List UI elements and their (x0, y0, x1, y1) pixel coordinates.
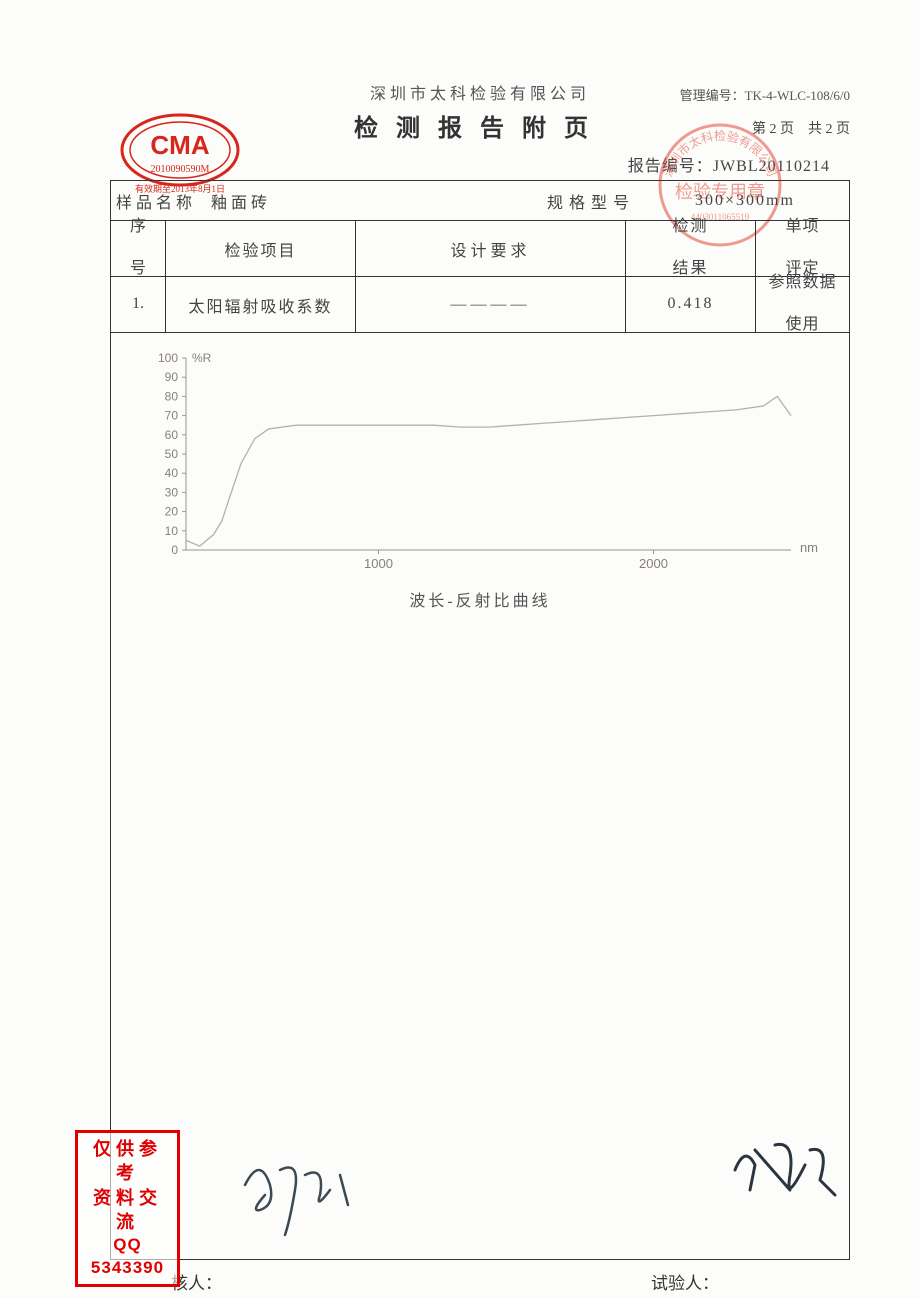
svg-text:50: 50 (165, 447, 179, 461)
cell-result: 0.418 (626, 277, 756, 332)
report-page: 深圳市太科检验有限公司 检测报告附页 管理编号：TK-4-WLC-108/6/0… (110, 80, 850, 143)
spec-model-value: 300×300mm (641, 192, 849, 210)
svg-text:0: 0 (171, 543, 178, 557)
spec-row: 样品名称 釉面砖 规格型号 300×300mm (111, 181, 849, 221)
hdr-item: 检验项目 (166, 221, 356, 276)
hdr-req: 设计要求 (356, 221, 626, 276)
svg-text:70: 70 (165, 409, 179, 423)
report-body: 样品名称 釉面砖 规格型号 300×300mm 序号 检验项目 设计要求 检测结… (110, 180, 850, 1260)
report-number: 报告编号：JWBL20110214 (628, 152, 830, 176)
svg-text:30: 30 (165, 485, 179, 499)
reference-only-stamp: 仅供参考 资料交流 QQ 5343390 (75, 1130, 180, 1287)
hdr-eval: 单项评定 (756, 221, 849, 276)
spec-model-label: 规格型号 (541, 189, 641, 213)
table-row: 1. 太阳辐射吸收系数 ———— 0.418 参照数据使用 (111, 277, 849, 333)
report-no-value: JWBL20110214 (713, 158, 830, 175)
svg-text:60: 60 (165, 428, 179, 442)
ref-line2: 资料交流 (82, 1186, 173, 1235)
svg-text:80: 80 (165, 389, 179, 403)
ref-line1: 仅供参考 (82, 1137, 173, 1186)
cma-code: 2010090590M (151, 164, 210, 175)
chart-title: 波长-反射比曲线 (136, 587, 824, 611)
cell-item: 太阳辐射吸收系数 (166, 277, 356, 332)
mgmt-number: 管理编号：TK-4-WLC-108/6/0 (680, 85, 850, 104)
svg-text:90: 90 (165, 370, 179, 384)
svg-text:%R: %R (192, 351, 212, 365)
cell-no: 1. (111, 277, 166, 332)
cell-req: ———— (356, 277, 626, 332)
ref-qq: QQ 5343390 (82, 1234, 173, 1280)
sample-name-value: 釉面砖 (201, 189, 541, 213)
report-no-label: 报告编号： (628, 158, 713, 175)
svg-text:2000: 2000 (639, 556, 668, 571)
table-header: 序号 检验项目 设计要求 检测结果 单项评定 (111, 221, 849, 277)
mgmt-value: TK-4-WLC-108/6/0 (745, 88, 850, 103)
svg-text:100: 100 (158, 351, 178, 365)
mgmt-label: 管理编号： (680, 88, 745, 103)
chart-area: 0 10 20 30 40 50 60 70 80 90 100 %R 1000 2000 nm 波长-反射… (111, 333, 849, 621)
cma-text: CMA (150, 130, 209, 160)
sample-name-label: 样品名称 (111, 189, 201, 213)
reflectance-chart: 0 10 20 30 40 50 60 70 80 90 100 %R 1000 2000 nm (136, 348, 826, 578)
hdr-result: 检测结果 (626, 221, 756, 276)
cell-eval: 参照数据使用 (756, 277, 849, 332)
svg-text:10: 10 (165, 524, 179, 538)
svg-text:1000: 1000 (364, 556, 393, 571)
svg-text:20: 20 (165, 505, 179, 519)
svg-text:nm: nm (800, 540, 818, 555)
svg-text:40: 40 (165, 466, 179, 480)
tester-label: 试验人： (651, 1269, 719, 1294)
hdr-no: 序号 (111, 221, 166, 276)
page-number: 第 2 页 共 2 页 (752, 118, 850, 138)
